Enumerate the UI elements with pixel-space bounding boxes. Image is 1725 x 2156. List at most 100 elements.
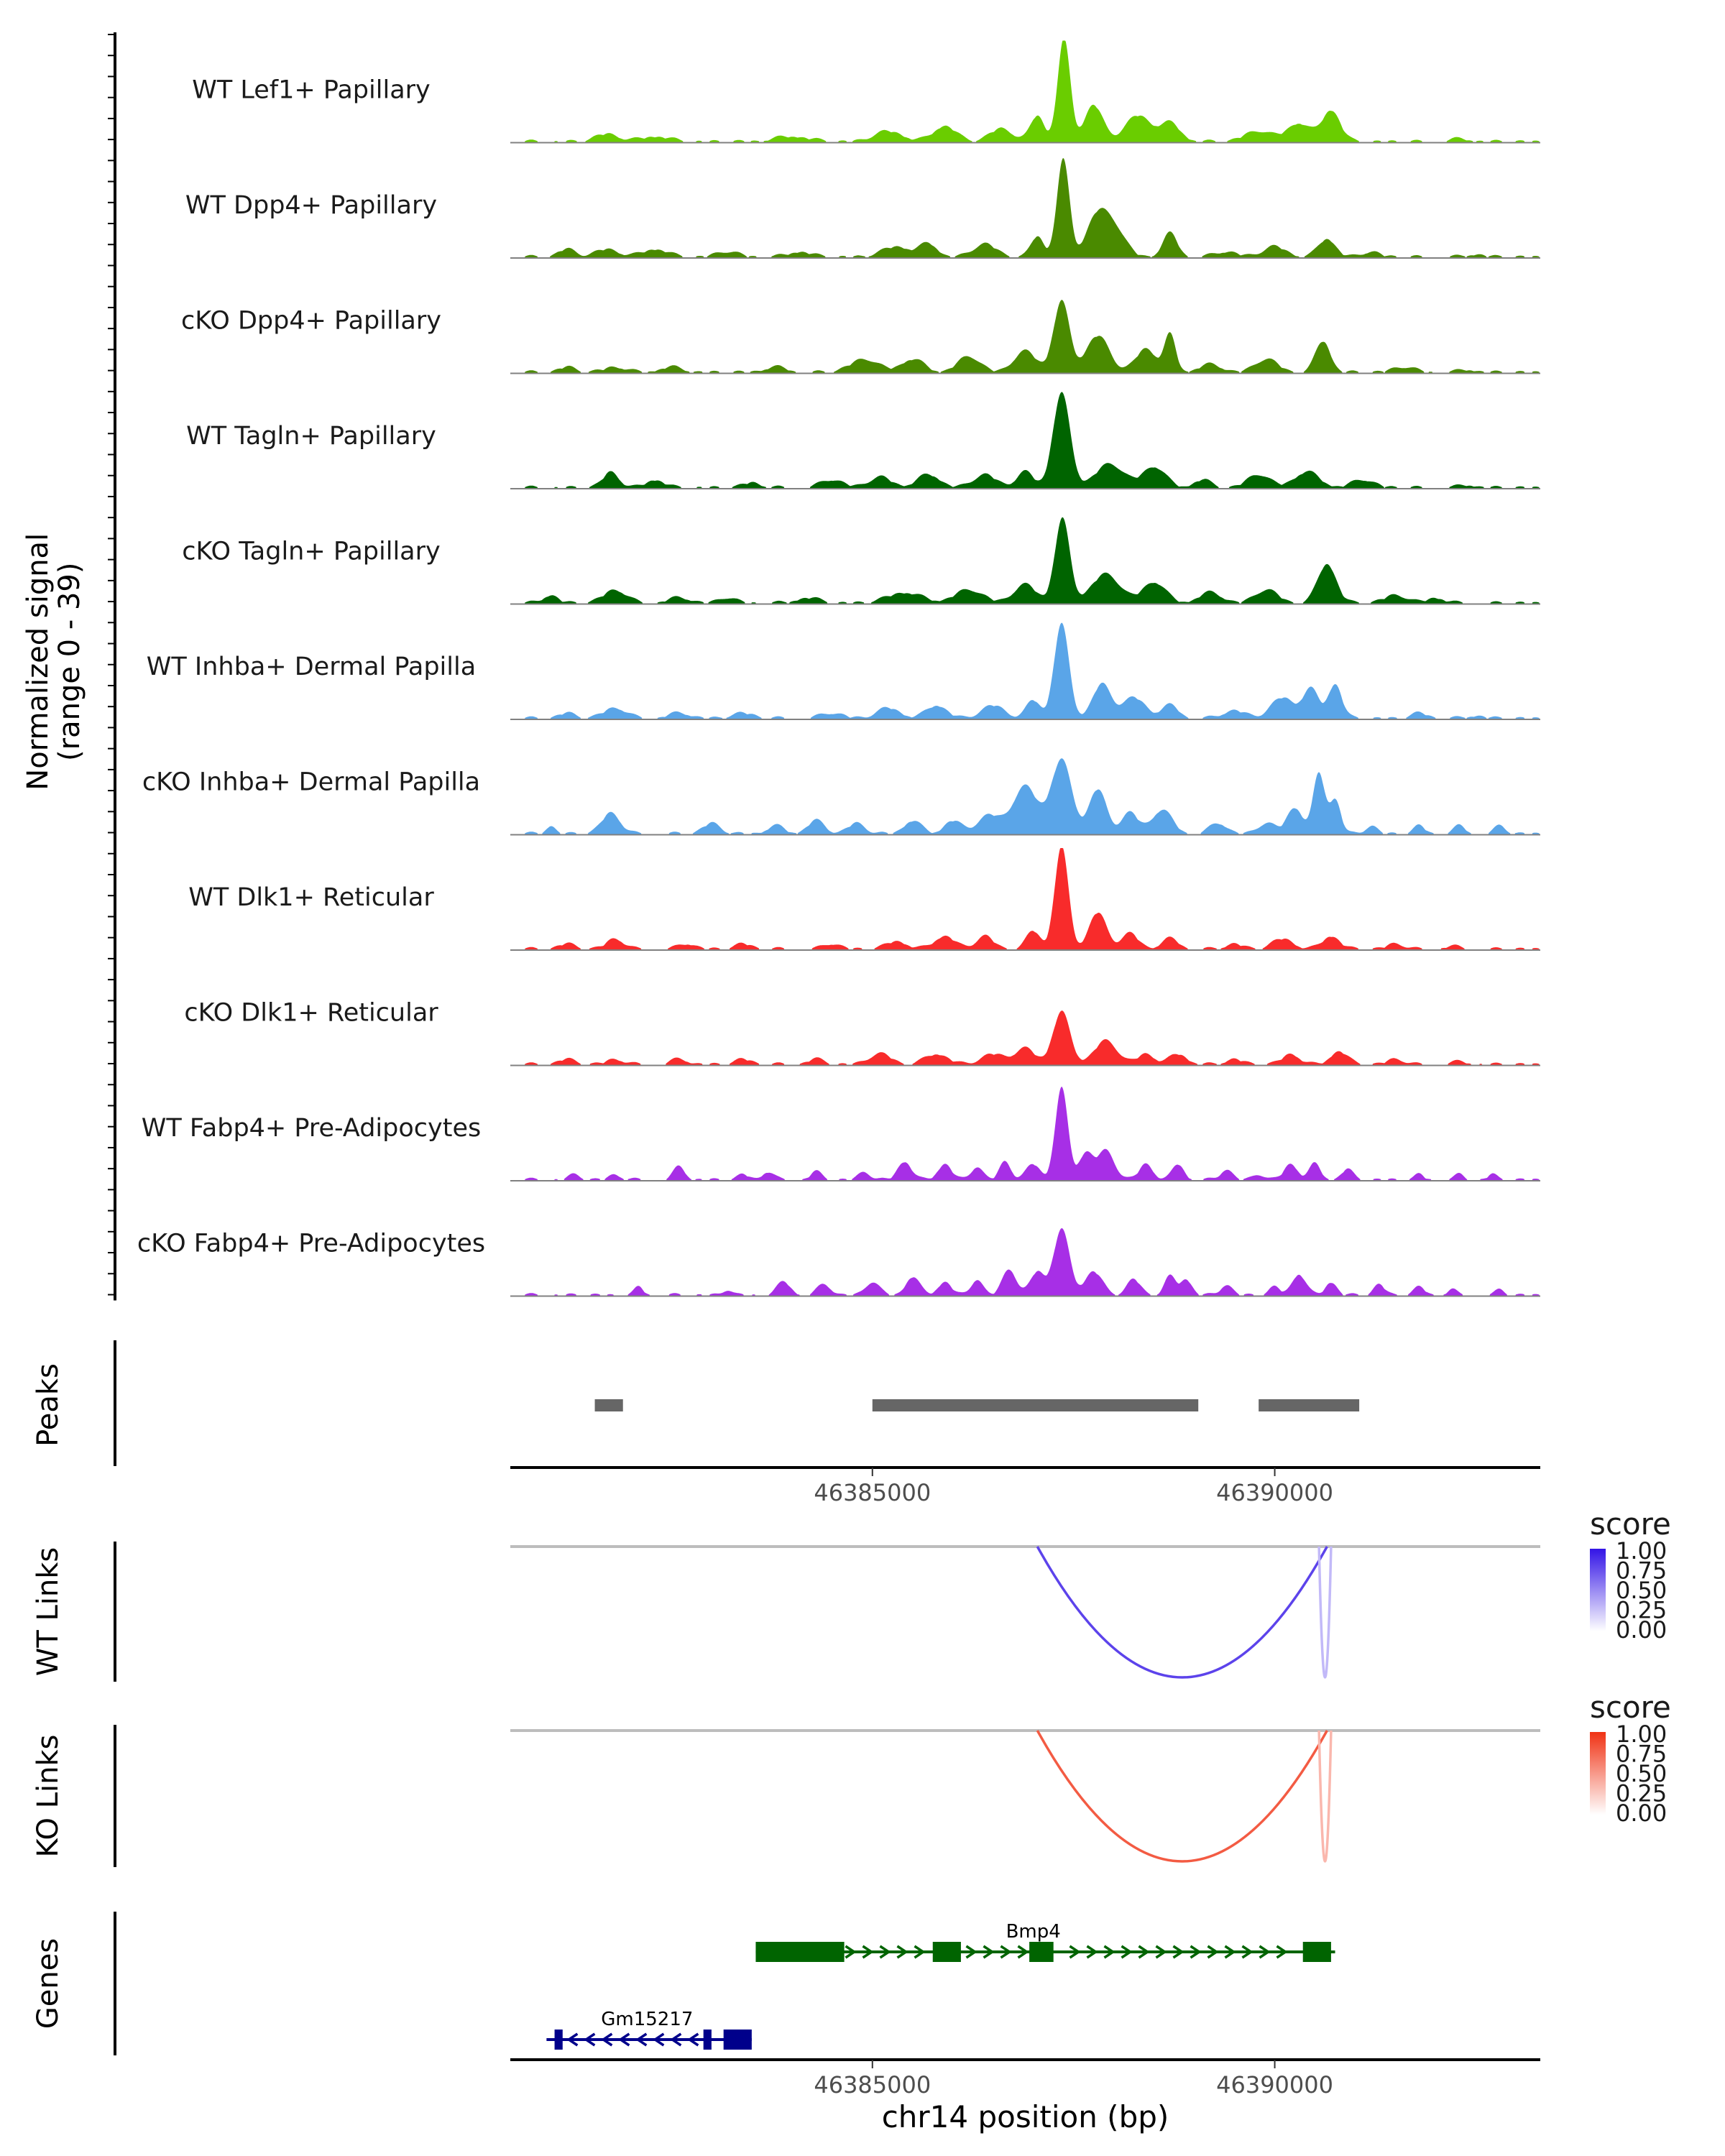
- strand-arrow: [670, 2032, 682, 2047]
- coverage-area: [510, 1087, 1540, 1181]
- strand-arrow: [584, 2032, 596, 2047]
- legend-tick-label: 0.50: [1616, 1577, 1667, 1604]
- coverage-track: WT Dpp4+ Papillary: [185, 158, 1540, 259]
- strand-arrow: [1069, 1945, 1081, 1959]
- x-tick-label: 46390000: [1216, 2071, 1333, 2099]
- track-label: WT Tagln+ Papillary: [186, 422, 436, 451]
- strand-arrow: [1259, 1945, 1271, 1959]
- gene-exon: [755, 1942, 845, 1962]
- track-label: WT Fabp4+ Pre-Adipocytes: [142, 1114, 481, 1143]
- strand-arrow: [1224, 1945, 1236, 1959]
- x-tick-label: 46390000: [1216, 1479, 1333, 1506]
- strand-arrow: [1138, 1945, 1150, 1959]
- coverage-panel: Normalized signal(range 0 - 39) WT Lef1+ …: [22, 32, 1540, 1301]
- coverage-track: cKO Fabp4+ Pre-Adipocytes: [137, 1228, 1540, 1297]
- track-label: WT Inhba+ Dermal Papilla: [147, 653, 476, 681]
- gene-name: Bmp4: [1006, 1921, 1061, 1943]
- strand-arrow: [1086, 1945, 1098, 1959]
- track-label: cKO Fabp4+ Pre-Adipocytes: [137, 1230, 485, 1258]
- strand-arrow: [879, 1945, 891, 1959]
- gene-model: Bmp4: [755, 1921, 1335, 1962]
- x-tick-label: 46385000: [814, 2071, 931, 2099]
- genes-panel: Genes Bmp4 Gm15217 46385000 46390000 chr14 po…: [32, 1912, 1540, 2134]
- strand-arrow: [1241, 1945, 1254, 1959]
- legend-title: score: [1590, 1506, 1671, 1542]
- coverage-area: [510, 40, 1540, 143]
- strand-arrow: [1155, 1945, 1167, 1959]
- track-label: cKO Dlk1+ Reticular: [184, 999, 438, 1028]
- strand-arrow: [618, 2032, 630, 2047]
- peaks-panel: Peaks 46385000 46390000: [32, 1340, 1540, 1506]
- legend-tick-label: 1.00: [1616, 1537, 1667, 1565]
- coverage-area: [510, 1010, 1540, 1066]
- gene-exon: [1029, 1942, 1054, 1962]
- legend-title: score: [1590, 1690, 1671, 1725]
- strand-arrow: [1121, 1945, 1133, 1959]
- track-label: cKO Tagln+ Papillary: [182, 538, 441, 566]
- link-arc: [1036, 1730, 1328, 1863]
- coverage-area: [510, 158, 1540, 258]
- strand-arrow: [653, 2032, 665, 2047]
- gene-model: Gm15217: [546, 2009, 752, 2050]
- x-axis-title: chr14 position (bp): [882, 2099, 1169, 2134]
- strand-arrow: [845, 1945, 857, 1959]
- gene-exon: [1302, 1942, 1331, 1962]
- strand-arrow: [862, 1945, 874, 1959]
- x-tick-label: 46385000: [814, 1479, 931, 1506]
- legend-tick-label: 0.25: [1616, 1780, 1667, 1807]
- legend-tick-label: 0.75: [1616, 1741, 1667, 1768]
- peak-interval: [1259, 1399, 1360, 1411]
- genes-label: Genes: [32, 1938, 65, 2029]
- gene-exon: [932, 1942, 961, 1962]
- link-track-label: WT Links: [32, 1547, 65, 1676]
- link-arc: [1036, 1546, 1328, 1679]
- coverage-area: [510, 300, 1540, 374]
- track-label: WT Lef1+ Papillary: [192, 76, 431, 105]
- strand-arrow: [965, 1945, 978, 1959]
- link-arc: [1317, 1546, 1333, 1679]
- peaks-label: Peaks: [32, 1363, 65, 1447]
- coverage-track: cKO Tagln+ Papillary: [182, 517, 1540, 605]
- strand-arrow: [566, 2032, 579, 2047]
- legend-colorbar: [1590, 1549, 1606, 1631]
- legend-tick-label: 0.00: [1616, 1800, 1667, 1827]
- coverage-area: [510, 758, 1540, 835]
- track-label: WT Dpp4+ Papillary: [185, 191, 437, 220]
- track-label: WT Dlk1+ Reticular: [188, 883, 434, 912]
- coverage-area: [510, 517, 1540, 604]
- track-label: cKO Inhba+ Dermal Papilla: [142, 768, 480, 797]
- coverage-track: cKO Dlk1+ Reticular: [184, 999, 1540, 1067]
- gene-exon: [554, 2030, 563, 2050]
- strand-arrow: [1000, 1945, 1012, 1959]
- gene-exon: [723, 2030, 752, 2050]
- strand-arrow: [896, 1945, 908, 1959]
- strand-arrow: [1017, 1945, 1029, 1959]
- legend-tick-label: 0.50: [1616, 1760, 1667, 1787]
- strand-arrow: [1172, 1945, 1184, 1959]
- coverage-track: WT Fabp4+ Pre-Adipocytes: [142, 1087, 1540, 1181]
- gene-name: Gm15217: [601, 2009, 693, 2030]
- strand-arrow: [983, 1945, 995, 1959]
- coverage-track: WT Tagln+ Papillary: [186, 392, 1540, 489]
- legend-tick-label: 0.00: [1616, 1616, 1667, 1644]
- strand-arrow: [601, 2032, 613, 2047]
- coverage-track: WT Dlk1+ Reticular: [188, 848, 1540, 951]
- legend-colorbar: [1590, 1732, 1606, 1815]
- gene-exon: [703, 2030, 712, 2050]
- coverage-track: cKO Dpp4+ Papillary: [181, 300, 1540, 374]
- peak-interval: [594, 1399, 623, 1411]
- strand-arrow: [1190, 1945, 1202, 1959]
- coverage-area: [510, 622, 1540, 719]
- coverage-area: [510, 848, 1540, 950]
- coverage-y-axis-label-line: (range 0 - 39): [53, 563, 86, 761]
- coverage-track: cKO Inhba+ Dermal Papilla: [142, 758, 1540, 836]
- strand-arrow: [914, 1945, 926, 1959]
- coverage-track: WT Lef1+ Papillary: [192, 40, 1540, 144]
- strand-arrow: [687, 2032, 699, 2047]
- coverage-area: [510, 1228, 1540, 1296]
- legend-tick-label: 0.25: [1616, 1597, 1667, 1624]
